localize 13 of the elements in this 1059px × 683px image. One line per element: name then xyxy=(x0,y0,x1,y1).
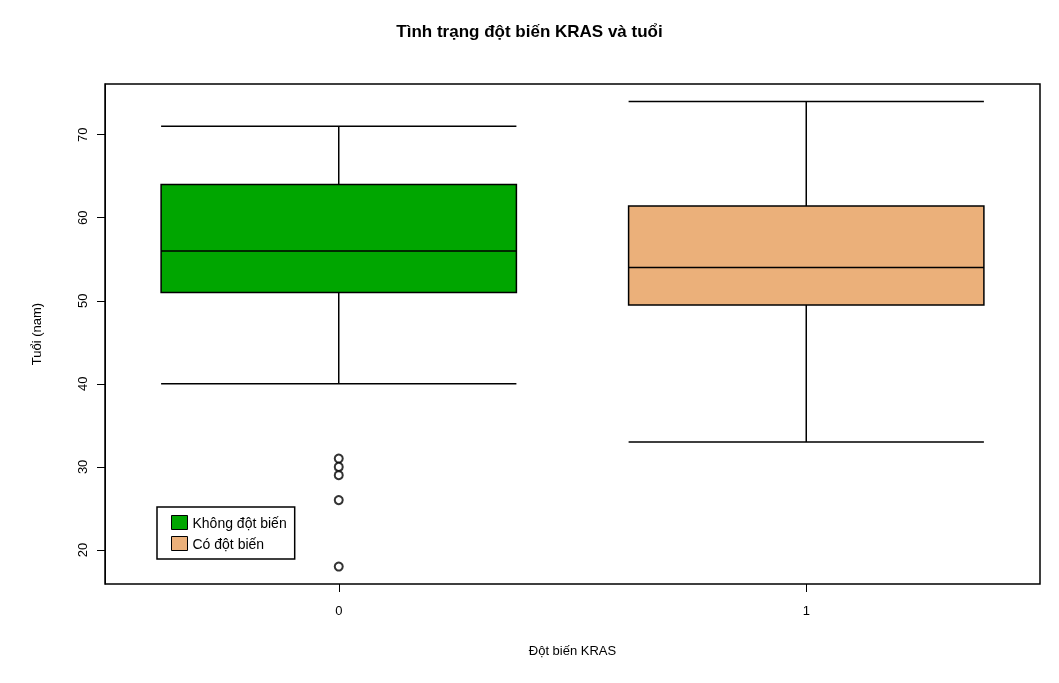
y-tick-label: 30 xyxy=(75,459,90,475)
legend-label: Không đột biến xyxy=(192,514,287,531)
chart-title: Tình trạng đột biến KRAS và tuổi xyxy=(396,22,663,41)
x-tick-label: 0 xyxy=(335,603,343,618)
x-tick-label: 1 xyxy=(802,603,810,618)
y-tick-label: 60 xyxy=(75,210,90,225)
y-tick-label: 40 xyxy=(75,376,90,392)
y-tick-label: 20 xyxy=(75,542,90,558)
x-axis-title: Đột biến KRAS xyxy=(528,643,617,658)
y-axis-title: Tuổi (nam) xyxy=(29,302,44,366)
y-tick-label: 70 xyxy=(75,127,90,142)
y-tick-label: 50 xyxy=(75,293,90,309)
legend-label: Có đột biến xyxy=(192,535,265,552)
